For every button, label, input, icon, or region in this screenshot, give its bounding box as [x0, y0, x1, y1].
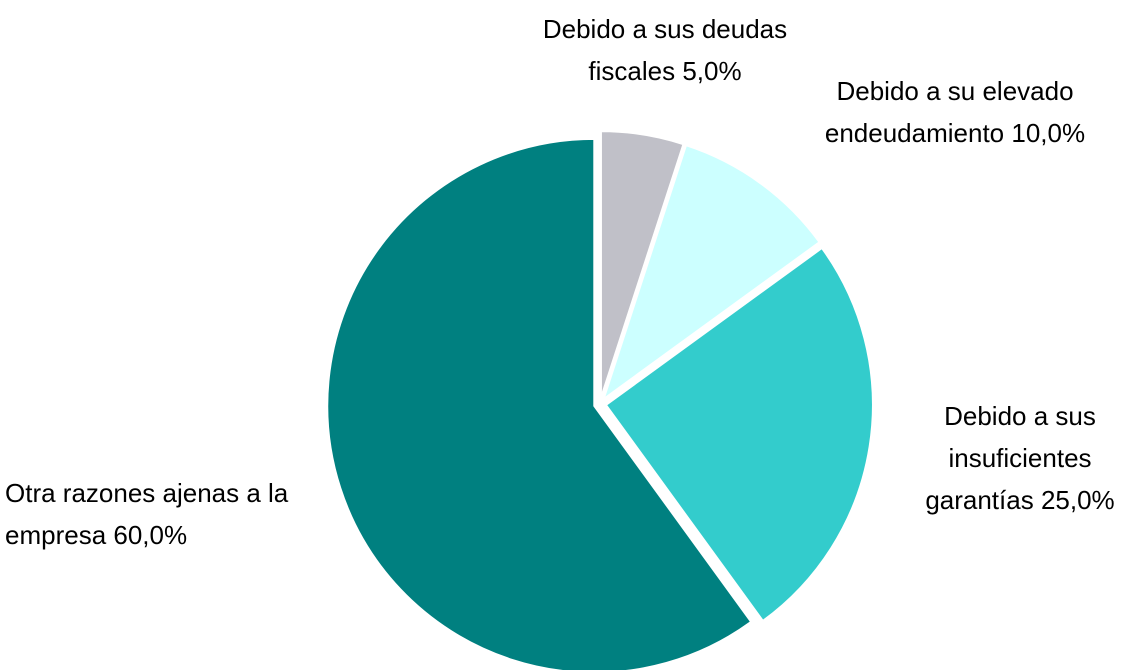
slice-label: Debido a su elevado endeudamiento 10,0%	[790, 70, 1120, 154]
value-label: 10,0%	[1011, 118, 1086, 148]
category-label: Debido a su elevado endeudamiento	[824, 76, 1074, 148]
slice-label: Otra razones ajenas a la empresa 60,0%	[5, 472, 350, 556]
pie-slice	[326, 137, 753, 670]
category-label: Otra razones ajenas a la empresa	[5, 478, 289, 550]
category-label: Debido a sus deudas fiscales	[542, 14, 788, 86]
slice-label: Debido a sus deudas fiscales 5,0%	[500, 8, 830, 92]
pie-slice	[599, 130, 685, 399]
value-label: 25,0%	[1040, 485, 1115, 515]
slice-label: Debido a sus insuficientes garantías 25,…	[895, 395, 1144, 521]
value-label: 60,0%	[113, 520, 188, 550]
category-label: Debido a sus insuficientes garantías	[925, 401, 1096, 515]
pie-slice	[601, 143, 821, 402]
pie-slice	[604, 246, 874, 623]
value-label: 5,0%	[682, 56, 742, 86]
